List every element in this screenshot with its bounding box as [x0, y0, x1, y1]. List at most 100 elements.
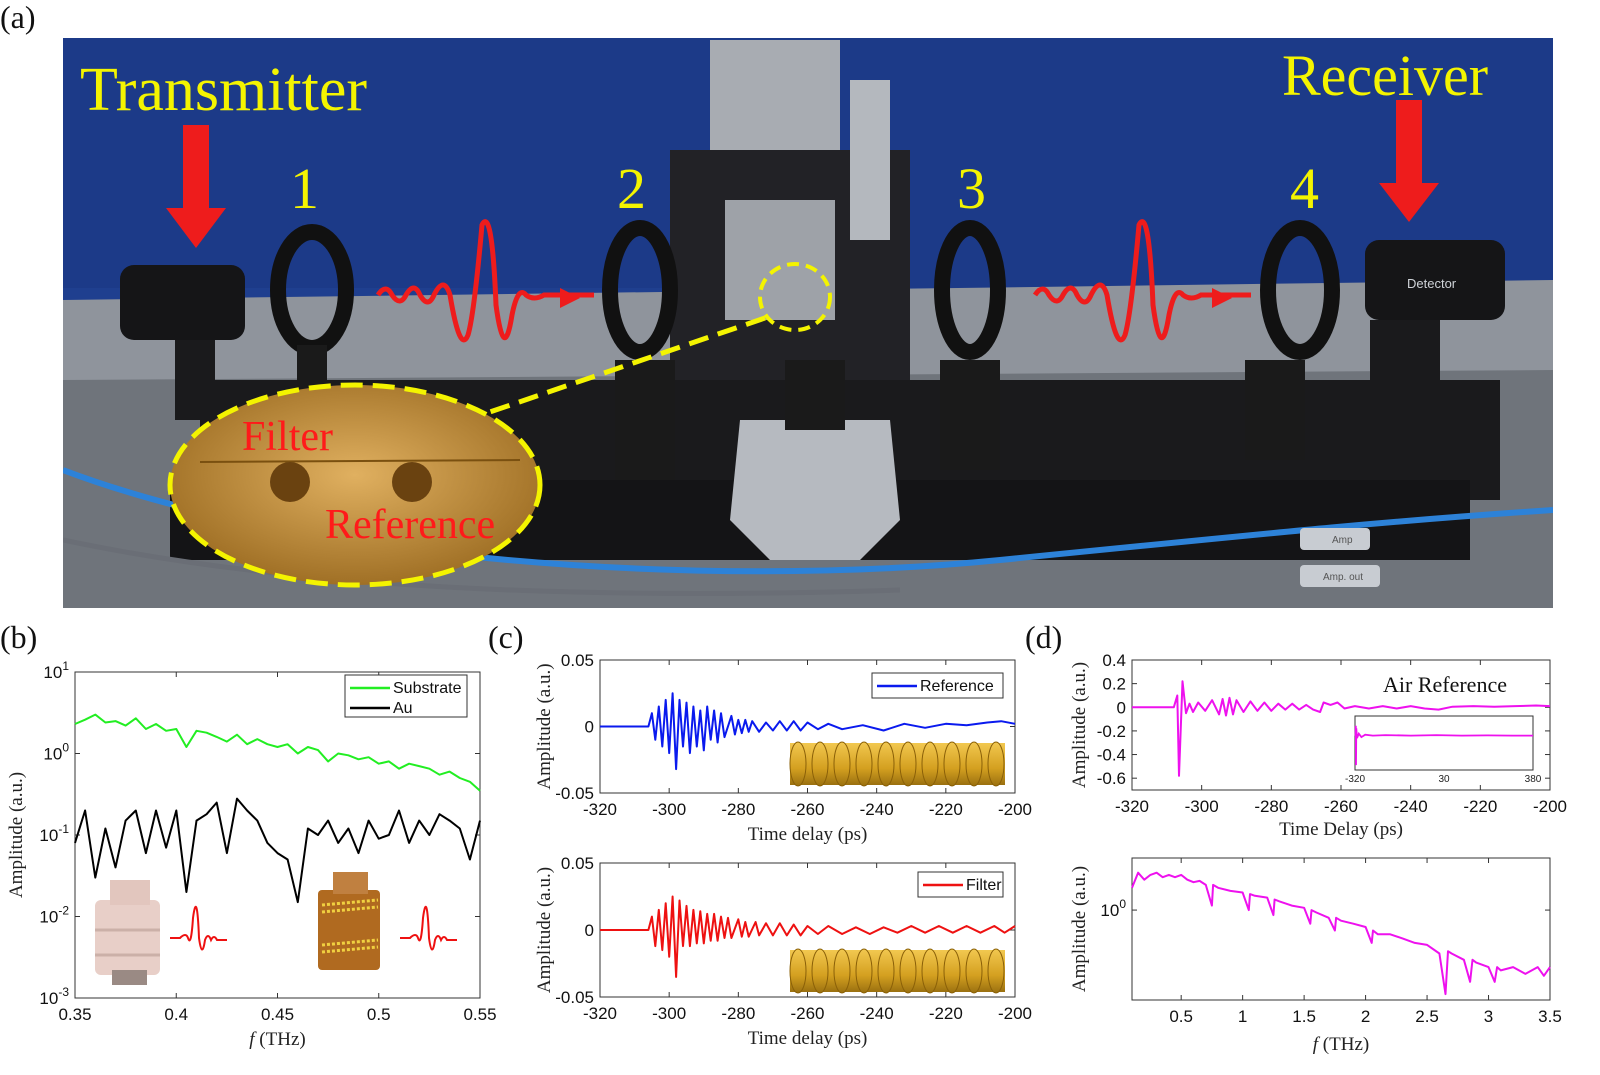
panel-label-b: (b): [0, 619, 37, 655]
y-tick-label: 101: [43, 659, 69, 682]
x-tick-label: 0.35: [58, 1005, 91, 1024]
y-tick-label: 10-1: [39, 822, 69, 845]
callout-line: [489, 315, 766, 415]
x-tick-label: -260: [790, 1004, 824, 1023]
reference-label: Reference: [325, 502, 495, 548]
x-tick-label: -300: [652, 800, 686, 819]
series-line-au: [74, 797, 481, 904]
x-tick-label: -300: [1185, 797, 1219, 816]
x-tick-label: -260: [1324, 797, 1358, 816]
receiver-label: Receiver: [1282, 43, 1488, 108]
inset-series-line: [1354, 725, 1533, 766]
legend: Substrate Au: [344, 674, 468, 718]
inset-x-tick-label: -320: [1345, 774, 1365, 785]
inset-substrate-photo: [95, 880, 160, 985]
y-tick-label: 100: [1100, 897, 1126, 920]
lens-number-2: 2: [617, 156, 646, 221]
cylinder-ring: [877, 948, 895, 994]
cylinder-ring: [987, 741, 1005, 787]
inset-x-tick-label: 30: [1438, 774, 1450, 785]
inset-x-tick-label: 380: [1525, 774, 1542, 785]
x-tick-label: -280: [1254, 797, 1288, 816]
x-tick-label: -200: [998, 800, 1032, 819]
cylinder-ring: [833, 741, 851, 787]
chart-c-filter: -320 -300 -280 -260 -240 -220 -200 0.05 0 -0.05 Ti…: [534, 854, 1032, 1049]
x-tick-label: -320: [583, 800, 617, 819]
y-axis-label: Amplitude (a.u.): [1069, 662, 1090, 788]
lens-number-4: 4: [1290, 156, 1319, 221]
x-axis-label: f (THz): [1313, 1034, 1369, 1055]
transmitter-label: Transmitter: [80, 56, 367, 124]
setup-photo: Detector Amp Amp. out: [63, 38, 1553, 608]
y-tick-label: -0.4: [1097, 746, 1126, 765]
x-tick-label: -280: [721, 1004, 755, 1023]
cylinder-ring: [921, 741, 939, 787]
cylinder-ring: [921, 948, 939, 994]
chart-c-reference: -320 -300 -280 -260 -240 -220 -200 0.05 0 -0.05 Ti…: [534, 651, 1032, 845]
y-tick-label: -0.6: [1097, 769, 1126, 788]
cylinder-ring: [877, 741, 895, 787]
x-tick-label: -220: [929, 800, 963, 819]
cylinder-ring: [811, 948, 829, 994]
y-tick-label: 0.4: [1102, 651, 1126, 670]
y-axis-label: Amplitude (a.u.): [534, 867, 555, 993]
panel-label-d: (d): [1025, 619, 1062, 655]
panel-label-a: (a): [0, 0, 36, 35]
x-tick-label: 0.45: [261, 1005, 294, 1024]
x-tick-label: -200: [1533, 797, 1567, 816]
x-tick-label: 0.5: [1169, 1007, 1193, 1026]
receiver-device: [1365, 240, 1505, 320]
y-tick-label: 0: [585, 921, 594, 940]
x-axis-label: Time delay (ps): [748, 1028, 868, 1049]
x-tick-label: -240: [860, 1004, 894, 1023]
thz-pulse-icon: [375, 219, 594, 343]
inset-frame: [1354, 715, 1534, 771]
inset-filter-cylinder: [789, 948, 1005, 994]
amp-label: Amp: [1332, 535, 1353, 546]
x-tick-label: 3: [1484, 1007, 1493, 1026]
y-tick-label: 0: [1117, 698, 1126, 717]
y-axis-label: Amplitude (a.u.): [534, 663, 555, 789]
thz-pulse-icon: [170, 905, 227, 951]
cylinder-ring: [943, 741, 961, 787]
legend-label: Au: [393, 700, 413, 717]
x-tick-label: 1.5: [1292, 1007, 1316, 1026]
y-tick-label: -0.05: [555, 784, 594, 803]
x-tick-label: 2: [1361, 1007, 1370, 1026]
x-tick-label: 0.5: [367, 1005, 391, 1024]
cylinder-ring: [855, 741, 873, 787]
transmitter-device: [120, 265, 245, 340]
receiver-arrow-icon: [1379, 100, 1439, 222]
annotation-air-reference: Air Reference: [1383, 672, 1507, 697]
lens-number-3: 3: [957, 156, 986, 221]
cylinder-ring: [789, 948, 807, 994]
chart-d-air-reference-time: -320 -300 -280 -260 -240 -220 -200 0.4 0.2 0 -0.2 -…: [1069, 651, 1567, 840]
filter-hole: [270, 462, 310, 502]
series-line-substrate: [74, 713, 481, 792]
legend-label: Substrate: [393, 680, 462, 697]
amp-out-label: Amp. out: [1323, 572, 1363, 583]
x-tick-label: 3.5: [1538, 1007, 1562, 1026]
y-tick-label: 0.2: [1102, 675, 1126, 694]
y-tick-label: 0.05: [561, 854, 594, 873]
x-tick-label: 1: [1238, 1007, 1247, 1026]
thz-pulse-icon: [400, 905, 457, 951]
y-axis-label: Amplitude (a.u.): [6, 772, 27, 898]
legend: Reference: [871, 672, 1004, 699]
cylinder-ring: [833, 948, 851, 994]
x-axis-label: Time Delay (ps): [1279, 819, 1403, 840]
thz-pulse-icon: [1032, 219, 1251, 343]
lens-2: [602, 220, 678, 480]
x-tick-label: -240: [1394, 797, 1428, 816]
series-line-d_top: [1132, 680, 1551, 777]
x-tick-label: -220: [1463, 797, 1497, 816]
lens-3: [934, 220, 1006, 470]
series-line-filter: [600, 895, 1016, 978]
cylinder-ring: [987, 948, 1005, 994]
cylinder-ring: [789, 741, 807, 787]
cylinder-ring: [811, 741, 829, 787]
series-line-d_bottom: [1131, 871, 1551, 996]
x-tick-label: -200: [998, 1004, 1032, 1023]
legend-label: Reference: [920, 678, 994, 695]
